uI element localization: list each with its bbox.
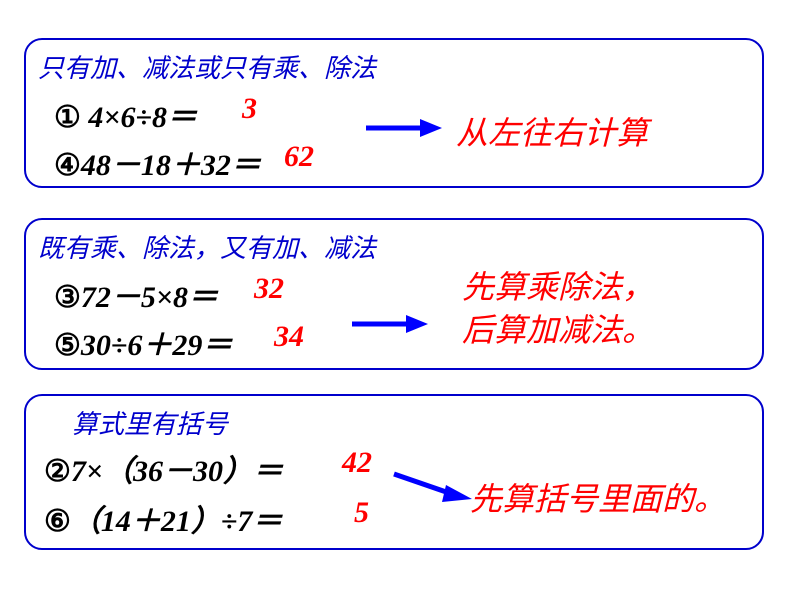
card2-eq2: ⑤30÷6＋29＝ xyxy=(54,320,232,364)
card2-eq1: ③72－5×8＝ xyxy=(54,272,218,316)
card3-eq2-answer: 5 xyxy=(354,496,369,530)
card1-eq2-answer: 62 xyxy=(284,140,314,174)
card3-rule: 先算括号里面的。 xyxy=(470,478,726,521)
card1-rule: 从左往右计算 xyxy=(456,112,648,155)
card1-eq2-num: ④ xyxy=(54,148,81,183)
card2-eq1-expr: 72－5×8＝ xyxy=(81,281,218,314)
card2-eq2-answer: 34 xyxy=(274,320,304,354)
card2-eq2-expr: 30÷6＋29＝ xyxy=(81,329,232,362)
card2-eq1-answer: 32 xyxy=(254,272,284,306)
card3-eq2-num: ⑥ xyxy=(44,504,71,539)
rule-card-3: 算式里有括号 ②7×（36－30）＝ 42 ⑥（14＋21）÷7＝ 5 先算括号… xyxy=(24,394,764,550)
card2-heading: 既有乘、除法，又有加、减法 xyxy=(38,228,376,265)
card1-eq2-expr: 48－18＋32＝ xyxy=(81,149,261,182)
arrow-icon xyxy=(350,312,430,336)
card3-eq1: ②7×（36－30）＝ xyxy=(44,446,283,490)
card3-eq2: ⑥（14＋21）÷7＝ xyxy=(44,496,282,540)
card1-eq1-answer: 3 xyxy=(242,92,257,126)
card2-eq1-num: ③ xyxy=(54,280,81,315)
arrow-icon xyxy=(364,116,444,140)
card2-rule: 先算乘除法， 后算加减法。 xyxy=(462,266,654,352)
card1-eq1: ① 4×6÷8＝ xyxy=(54,92,197,136)
card1-eq1-num: ① xyxy=(54,100,81,135)
arrow-icon xyxy=(390,468,474,508)
card3-eq1-num: ② xyxy=(44,454,71,489)
card1-heading: 只有加、减法或只有乘、除法 xyxy=(38,48,376,85)
card3-heading: 算式里有括号 xyxy=(72,404,228,441)
card3-eq2-expr: （14＋21）÷7＝ xyxy=(71,505,282,538)
card3-eq1-answer: 42 xyxy=(342,446,372,480)
rule-card-1: 只有加、减法或只有乘、除法 ① 4×6÷8＝ 3 ④48－18＋32＝ 62 从… xyxy=(24,38,764,188)
rule-card-2: 既有乘、除法，又有加、减法 ③72－5×8＝ 32 ⑤30÷6＋29＝ 34 先… xyxy=(24,218,764,370)
card3-eq1-expr: 7×（36－30）＝ xyxy=(71,455,283,488)
card2-eq2-num: ⑤ xyxy=(54,328,81,363)
card1-eq2: ④48－18＋32＝ xyxy=(54,140,261,184)
card1-eq1-expr: 4×6÷8＝ xyxy=(81,101,197,134)
